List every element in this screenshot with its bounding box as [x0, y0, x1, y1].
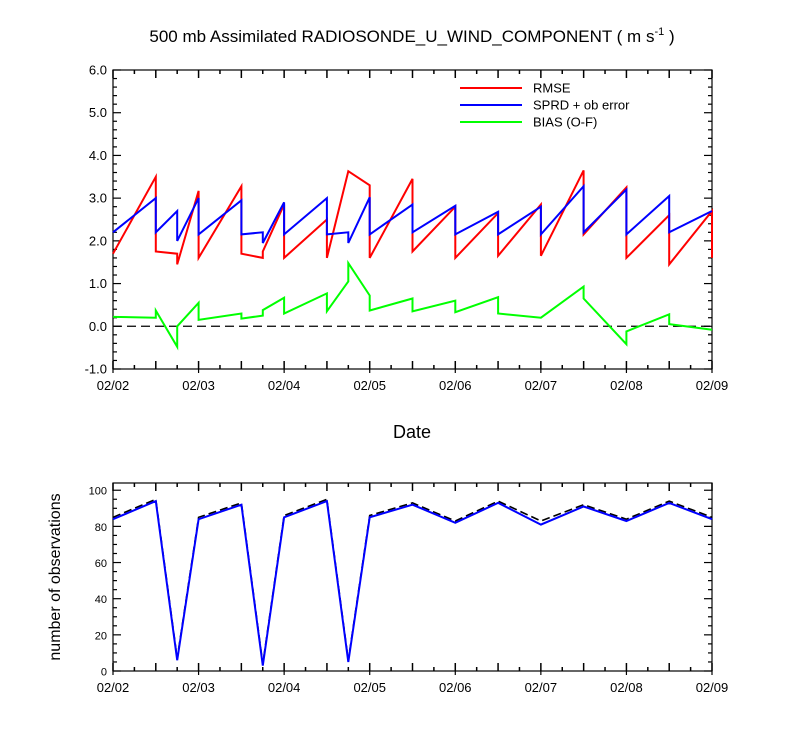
- bottom-x-tick-label: 02/08: [610, 680, 643, 695]
- bottom-x-tick-label: 02/02: [97, 680, 130, 695]
- top-x-tick-label: 02/06: [439, 378, 472, 393]
- chart-title-superscript: -1: [654, 26, 664, 38]
- top-y-tick-label: 3.0: [89, 191, 107, 206]
- chart-title-main: 500 mb Assimilated RADIOSONDE_U_WIND_COM…: [149, 27, 654, 46]
- top-y-tick-label: 6.0: [89, 63, 107, 78]
- top-chart-panel: 02/02 02/03 02/04 02/05 02/06 02/07 02/08 02/09…: [85, 63, 729, 394]
- top-y-tick-label: 1.0: [89, 276, 107, 291]
- bottom-x-tick-label: 02/07: [525, 680, 558, 695]
- top-series-bias-o-f: [112, 259, 713, 351]
- bottom-x-tick-label: 02/04: [268, 680, 301, 695]
- bottom-y-tick-label: 80: [95, 522, 107, 534]
- bottom-series-observations-solid: [112, 499, 713, 666]
- top-x-tick-label: 02/02: [97, 378, 130, 393]
- bottom-y-axis-label: number of observations: [47, 493, 64, 660]
- bottom-y-tick-label: 40: [95, 594, 107, 606]
- bottom-x-tick-label: 02/09: [696, 680, 729, 695]
- bottom-plot-frame: [112, 482, 713, 672]
- top-y-tick-label: 5.0: [89, 105, 107, 120]
- top-series-sprd-ob-error: [112, 183, 713, 244]
- chart-title: 500 mb Assimilated RADIOSONDE_U_WIND_COM…: [149, 26, 674, 46]
- bottom-y-tick-label: 0: [101, 667, 107, 679]
- top-x-tick-label: 02/05: [353, 378, 386, 393]
- top-x-tick-label: 02/08: [610, 378, 643, 393]
- bottom-series-observations-dashed: [112, 498, 713, 664]
- top-x-tick-label: 02/07: [525, 378, 558, 393]
- top-x-tick-label: 02/03: [182, 378, 215, 393]
- bottom-x-tick-label: 02/03: [182, 680, 215, 695]
- top-y-tick-label: 0.0: [89, 319, 107, 334]
- chart-title-suffix: ): [664, 27, 674, 46]
- top-x-axis-label: Date: [393, 422, 431, 442]
- top-x-tick-label: 02/04: [268, 378, 301, 393]
- bottom-y-tick-label: 20: [95, 630, 107, 642]
- legend-label: BIAS (O-F): [533, 115, 597, 130]
- top-x-tick-label: 02/09: [696, 378, 729, 393]
- bottom-x-tick-label: 02/05: [353, 680, 386, 695]
- top-y-tick-label: 4.0: [89, 148, 107, 163]
- bottom-x-tick-label: 02/06: [439, 680, 472, 695]
- legend-label: RMSE: [533, 81, 571, 96]
- top-legend: RMSE SPRD + ob error BIAS (O-F): [460, 81, 630, 130]
- top-y-tick-label: 2.0: [89, 233, 107, 248]
- legend-label: SPRD + ob error: [533, 98, 630, 113]
- bottom-chart-panel: 02/02 02/03 02/04 02/05 02/06 02/07 02/08 02/09…: [89, 482, 729, 695]
- bottom-y-tick-label: 100: [89, 486, 107, 498]
- bottom-y-tick-label: 60: [95, 558, 107, 570]
- top-y-tick-label: -1.0: [85, 362, 107, 377]
